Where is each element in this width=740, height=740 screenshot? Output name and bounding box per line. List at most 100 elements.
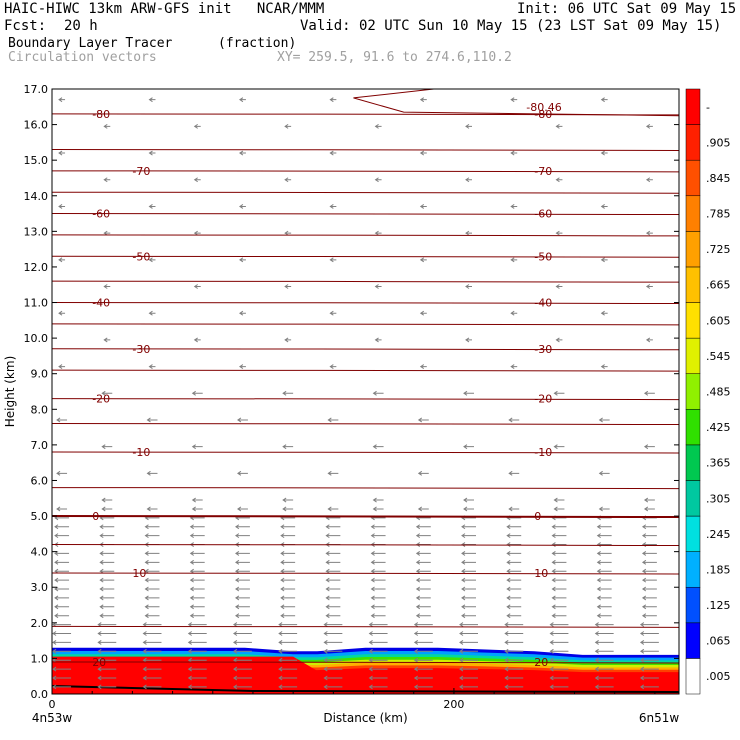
min-temp-annotation: -80.46 [526, 101, 561, 114]
vector-arrow [510, 257, 518, 263]
vector-arrow [641, 586, 657, 592]
vector-arrow [370, 595, 386, 601]
vector-arrow [549, 657, 569, 663]
x-tick-label: 0 [49, 698, 56, 711]
isotherm-label: -70 [534, 165, 552, 178]
vector-arrow [549, 675, 569, 681]
vector-arrow [551, 542, 567, 547]
vector-arrow [419, 364, 427, 370]
vector-arrow [594, 657, 614, 663]
vector-arrow [508, 417, 520, 423]
vector-arrow [506, 542, 522, 547]
vector-arrow [461, 568, 476, 574]
vector-arrow [370, 613, 386, 619]
isotherm-label: 0 [534, 510, 541, 523]
xy-range: XY= 259.5, 91.6 to 274.6,110.2 [277, 50, 512, 65]
vector-arrow [56, 417, 68, 423]
vector-arrow [187, 684, 207, 690]
y-tick-label: 2.0 [31, 617, 49, 630]
vector-arrow [189, 604, 205, 610]
vector-arrow [325, 586, 341, 592]
vector-arrow [325, 604, 341, 610]
vector-arrow [54, 551, 70, 556]
vector-arrow [506, 586, 522, 592]
vector-arrow [327, 470, 339, 476]
isotherm-line [51, 625, 680, 629]
vector-arrow [187, 657, 207, 663]
vector-arrow [189, 524, 205, 530]
vector-arrow [639, 622, 659, 628]
colorbar-label: .425 [706, 421, 731, 434]
forecast-label: Fcst: [4, 18, 47, 34]
vector-arrow [58, 364, 66, 370]
vector-arrow [54, 586, 70, 592]
vector-arrow [459, 639, 478, 645]
vector-arrow [506, 595, 522, 601]
vector-arrow [282, 444, 294, 450]
colorbar-swatch [685, 266, 701, 303]
colorbar-label: .845 [706, 172, 731, 185]
vector-arrow [461, 524, 476, 530]
vector-arrow [506, 533, 522, 539]
isotherm-label: -40 [534, 297, 552, 310]
vector-arrow [233, 631, 252, 636]
vector-arrow [415, 595, 431, 601]
colorbar-label: - [706, 101, 710, 114]
vector-arrow [329, 97, 337, 103]
vector-arrow [417, 470, 429, 476]
vector-arrow [370, 604, 386, 610]
vector-arrow [419, 257, 427, 263]
colorbar-swatch [685, 337, 701, 374]
vector-arrow [551, 559, 567, 565]
isotherm-line [51, 170, 680, 173]
vector-arrow [598, 470, 610, 476]
vector-arrow [148, 310, 156, 316]
vector-arrow [187, 639, 207, 645]
vector-arrow [374, 177, 382, 183]
isotherm-line [51, 397, 680, 401]
vector-arrow [641, 533, 657, 539]
vector-arrow [594, 675, 614, 681]
vector-arrow [372, 390, 384, 396]
vector-arrow [52, 684, 72, 690]
vector-arrow [233, 657, 252, 663]
vector-arrow [97, 631, 117, 636]
vector-legend: Circulation vectors [8, 50, 157, 65]
vector-arrow [52, 675, 72, 681]
vector-arrow [148, 204, 156, 209]
vector-arrow [99, 604, 115, 610]
colorbar-label: .905 [706, 136, 731, 149]
isotherm-line [51, 451, 680, 454]
vector-arrow [596, 604, 612, 610]
vector-arrow [280, 568, 296, 574]
vector-arrow [329, 150, 337, 156]
vector-arrow [323, 648, 343, 654]
y-tick-label: 14.0 [24, 190, 49, 203]
vector-arrow [191, 506, 203, 512]
isotherm-label: -30 [132, 343, 150, 356]
vector-arrow [549, 622, 569, 628]
vector-arrow [555, 123, 563, 129]
vector-arrow [368, 631, 388, 636]
vector-arrow [52, 639, 72, 645]
vector-arrow [510, 310, 518, 316]
vector-arrow [641, 568, 657, 574]
colorbar-label: .185 [706, 563, 731, 576]
vector-arrow [99, 595, 115, 601]
vector-arrow [504, 666, 524, 672]
isotherm-line [51, 148, 680, 152]
vector-arrow [551, 604, 567, 610]
vector-arrow [368, 657, 388, 663]
isotherm-line [51, 486, 680, 490]
vector-arrow [142, 684, 162, 690]
vector-arrow [415, 551, 431, 556]
vector-arrow [368, 675, 388, 681]
colorbar-swatch [685, 515, 701, 552]
vector-arrow [600, 257, 608, 263]
vector-arrow [58, 257, 66, 263]
vector-arrow [191, 497, 203, 503]
vector-arrow [327, 417, 339, 423]
vector-arrow [278, 622, 298, 628]
vector-arrow [189, 568, 205, 574]
vector-arrow [233, 622, 252, 628]
